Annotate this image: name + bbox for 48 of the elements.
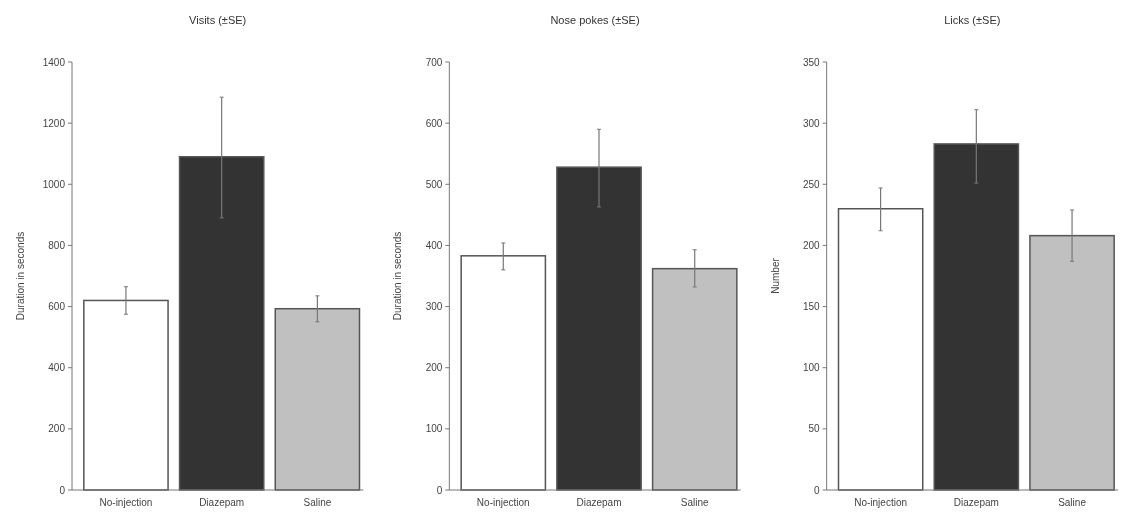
y-tick-label: 600: [48, 301, 66, 313]
bar: [1029, 234, 1115, 491]
y-tick-label: 200: [802, 239, 821, 251]
x-tick-label: Diazepam: [576, 497, 622, 508]
y-tick-label: 600: [425, 117, 443, 129]
y-tick-label: 1400: [42, 56, 66, 68]
bar: [83, 299, 169, 491]
y-tick-label: 400: [48, 362, 66, 374]
y-tick-label: 200: [425, 362, 443, 374]
bar: [933, 143, 1020, 491]
y-axis-title: Duration in seconds: [392, 231, 404, 321]
y-tick-label: 0: [814, 484, 821, 496]
y-tick-label: 100: [802, 362, 821, 374]
y-tick-label: 250: [802, 178, 821, 190]
chart-title: Visits (±SE): [189, 14, 247, 26]
bar: [556, 166, 642, 491]
bar: [274, 307, 361, 491]
y-tick-label: 0: [436, 484, 443, 496]
x-tick-label: Saline: [680, 497, 710, 508]
y-tick-label: 1000: [42, 178, 66, 190]
bar: [460, 255, 547, 491]
y-tick-label: 50: [808, 423, 821, 435]
y-tick-label: 200: [48, 423, 66, 435]
x-tick-label: No-injection: [476, 497, 530, 508]
y-tick-label: 1200: [42, 117, 66, 129]
bar: [178, 156, 265, 491]
y-tick-label: 700: [425, 56, 443, 68]
x-tick-label: Saline: [1058, 497, 1087, 508]
bar: [837, 207, 924, 491]
y-tick-label: 500: [425, 178, 443, 190]
y-tick-label: 300: [425, 301, 443, 313]
y-tick-label: 350: [802, 56, 821, 68]
y-axis-title: Duration in seconds: [15, 231, 26, 321]
y-tick-label: 300: [802, 117, 821, 129]
chart-title: Licks (±SE): [944, 14, 1001, 26]
y-tick-label: 800: [48, 239, 66, 251]
x-tick-label: Saline: [303, 497, 332, 508]
y-tick-label: 100: [425, 423, 443, 435]
y-tick-label: 150: [802, 301, 821, 313]
y-tick-label: 400: [425, 239, 443, 251]
y-tick-label: 0: [59, 484, 66, 496]
y-axis-title: Number: [769, 257, 781, 294]
x-tick-label: Diazepam: [199, 497, 245, 508]
x-tick-label: No-injection: [854, 497, 908, 508]
bar: [651, 267, 738, 491]
chart-title: Nose pokes (±SE): [550, 14, 640, 26]
x-tick-label: No-injection: [99, 497, 153, 508]
x-tick-label: Diazepam: [953, 497, 999, 508]
